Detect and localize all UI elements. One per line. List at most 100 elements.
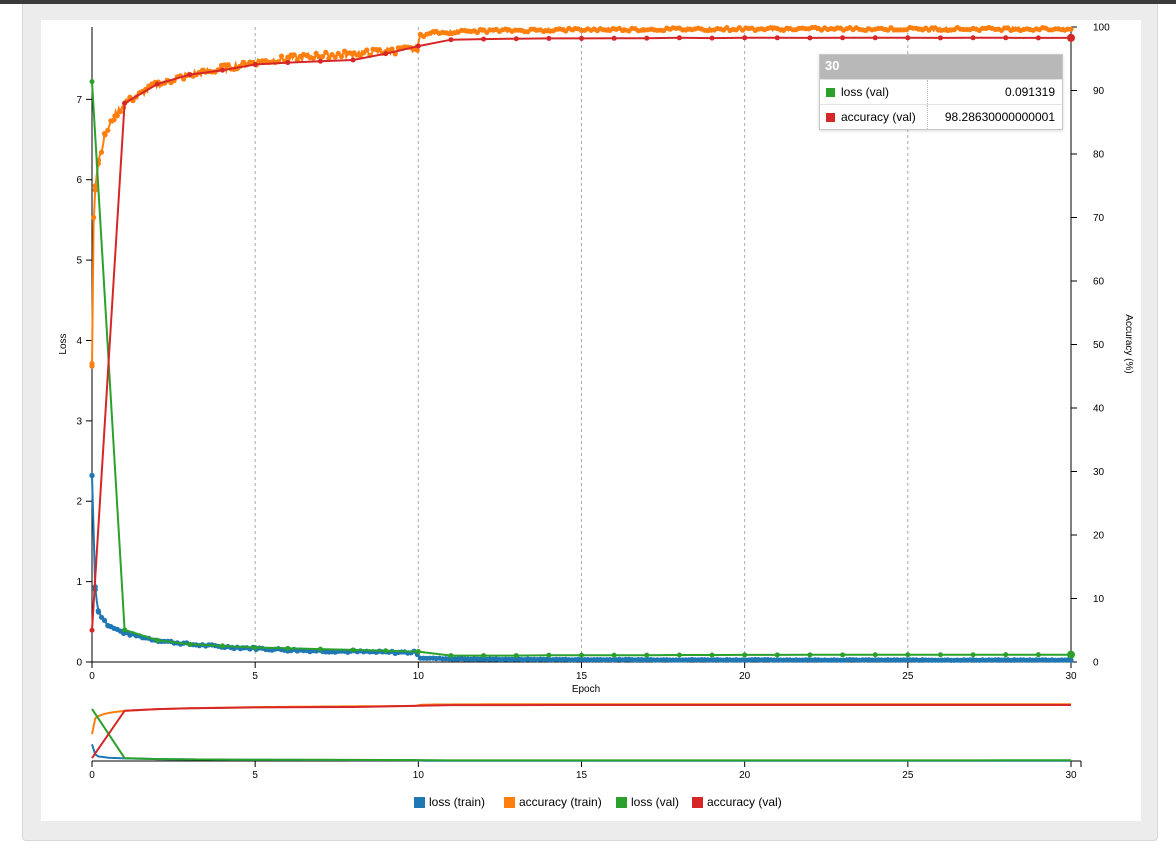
data-point xyxy=(102,132,108,138)
y-right-tick-label: 0 xyxy=(1093,658,1099,669)
data-point xyxy=(105,127,111,133)
legend-item: loss (val) xyxy=(616,795,679,809)
data-point xyxy=(644,652,650,658)
data-point xyxy=(937,652,943,658)
x-tick-label: 5 xyxy=(252,671,258,682)
data-point xyxy=(154,637,160,643)
overview-x-tick-label: 10 xyxy=(413,770,425,781)
data-point xyxy=(774,35,780,41)
data-point xyxy=(840,35,846,41)
overview-x-tick-label: 25 xyxy=(902,770,914,781)
y-right-tick-label: 100 xyxy=(1093,23,1110,34)
legend-swatch xyxy=(692,797,703,808)
y-left-tick-label: 1 xyxy=(76,577,82,588)
data-point xyxy=(89,360,95,367)
data-point xyxy=(323,49,329,56)
data-point xyxy=(546,35,552,41)
data-point xyxy=(970,35,976,41)
data-point xyxy=(872,652,878,658)
y-right-tick-label: 70 xyxy=(1093,213,1105,224)
data-point xyxy=(102,617,108,624)
tooltip-row-value: 0.091319 xyxy=(1004,85,1055,99)
data-point xyxy=(905,35,911,41)
data-point xyxy=(187,641,193,647)
data-point xyxy=(807,35,813,41)
data-point xyxy=(1035,652,1041,658)
tooltip-swatch-accuracy-val xyxy=(826,112,835,122)
x-axis-title: Epoch xyxy=(572,684,600,695)
tooltip-swatch-loss-val xyxy=(826,87,835,97)
data-point xyxy=(95,609,102,615)
tooltip-row-label: accuracy (val) xyxy=(841,110,916,124)
data-point xyxy=(937,35,943,41)
series-accuracy-val- xyxy=(89,33,1075,633)
data-point xyxy=(187,72,193,78)
overview-chart[interactable]: 0 5 10 15 20 25 30 xyxy=(89,703,1082,781)
data-point xyxy=(1035,35,1041,41)
overview-series-line xyxy=(91,704,1071,759)
data-point xyxy=(364,47,370,53)
legend-item: accuracy (train) xyxy=(504,795,602,809)
data-point xyxy=(278,53,285,59)
data-point xyxy=(1068,657,1074,663)
y-left-tick-label: 2 xyxy=(76,497,82,508)
data-point xyxy=(513,653,519,659)
data-point xyxy=(154,81,160,87)
data-point xyxy=(513,36,519,42)
data-point xyxy=(579,35,584,41)
data-point xyxy=(319,54,326,60)
legend-swatch xyxy=(616,797,627,808)
data-point xyxy=(414,47,420,53)
legend-label: accuracy (val) xyxy=(707,795,782,809)
data-point xyxy=(91,214,97,221)
overview-x-tick-label: 20 xyxy=(739,770,751,781)
data-point xyxy=(415,649,421,655)
overview-x-tick-label: 15 xyxy=(576,770,588,781)
y-right-axis-title: Accuracy (%) xyxy=(1123,314,1134,373)
data-point xyxy=(326,55,332,62)
y-left-tick-label: 0 xyxy=(76,658,82,669)
y-right-tick-label: 20 xyxy=(1093,531,1105,542)
legend-swatch xyxy=(504,797,515,808)
data-point xyxy=(383,51,389,57)
overview-x-tick-label: 5 xyxy=(252,770,258,781)
tooltip-title: 30 xyxy=(820,55,1062,79)
legend-swatch xyxy=(414,797,425,808)
overview-x-tick-label: 30 xyxy=(1065,770,1077,781)
data-point xyxy=(383,648,389,654)
data-point xyxy=(389,46,395,52)
data-point xyxy=(117,109,123,115)
data-point xyxy=(644,35,650,41)
top-bar xyxy=(0,0,1176,4)
data-point xyxy=(112,113,118,119)
data-point xyxy=(220,67,226,73)
data-point xyxy=(970,652,976,658)
x-tick-label: 15 xyxy=(576,671,588,682)
data-point xyxy=(481,653,487,659)
data-point xyxy=(742,652,748,658)
data-point xyxy=(225,62,231,68)
data-point xyxy=(872,35,878,41)
overview-series-line xyxy=(91,708,1071,762)
y-left-tick-label: 3 xyxy=(76,416,82,427)
data-point xyxy=(611,652,617,658)
data-point xyxy=(285,645,291,651)
data-point xyxy=(1003,652,1009,658)
y-left-axis-title: Loss xyxy=(58,333,69,354)
data-point xyxy=(415,43,421,49)
data-point xyxy=(317,58,323,64)
legend-label: accuracy (train) xyxy=(519,795,602,809)
data-point xyxy=(579,652,584,658)
data-point xyxy=(546,652,552,658)
y-left-tick-label: 6 xyxy=(76,175,82,186)
data-point xyxy=(291,52,297,58)
data-point xyxy=(111,117,117,123)
data-point xyxy=(1003,35,1009,41)
x-tick-label: 25 xyxy=(902,671,914,682)
y-left-tick-label: 4 xyxy=(76,336,82,347)
data-point xyxy=(122,100,128,106)
hover-tooltip: 30 loss (val) 0.091319 accuracy (val) 98… xyxy=(819,54,1063,130)
data-point xyxy=(98,149,105,155)
data-point xyxy=(742,35,748,41)
